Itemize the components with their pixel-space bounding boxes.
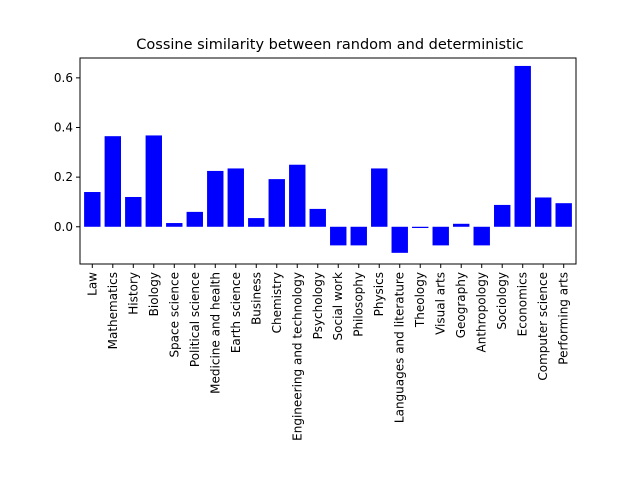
bar-medicine-and-health	[207, 170, 224, 227]
x-tick-label: History	[126, 272, 140, 315]
x-tick-label: Biology	[147, 272, 161, 316]
x-tick-label: Theology	[413, 272, 427, 328]
x-tick-label: Languages and literature	[393, 272, 407, 423]
x-tick-label: Philosophy	[352, 272, 366, 337]
bar-space-science	[166, 223, 183, 227]
x-tick-label: Engineering and technology	[290, 272, 304, 441]
x-tick-label: Economics	[516, 272, 530, 336]
bar-performing-arts	[555, 203, 572, 227]
x-tick-label: Chemistry	[270, 272, 284, 333]
x-tick-label: Physics	[372, 272, 386, 316]
x-tick-label: Social work	[331, 272, 345, 340]
bar-earth-science	[227, 168, 244, 227]
bar-economics	[514, 65, 531, 227]
bar-geography	[453, 223, 470, 227]
bar-philosophy	[350, 226, 367, 246]
x-tick-label: Medicine and health	[208, 272, 222, 394]
x-axis: Law Mathematics History Biology Space scienc…	[85, 264, 571, 441]
x-tick-label: Political science	[188, 272, 202, 367]
bar-history	[125, 196, 142, 227]
bars-group	[84, 65, 572, 253]
bar-chemistry	[268, 179, 285, 227]
chart-title: Cossine similarity between random and de…	[136, 37, 523, 53]
y-tick-label: 0.6	[54, 71, 73, 85]
x-tick-label: Visual arts	[434, 272, 448, 335]
bar-law	[84, 192, 101, 227]
y-tick-label: 0.2	[54, 170, 73, 184]
x-tick-label: Psychology	[311, 272, 325, 339]
x-tick-label: Law	[85, 272, 99, 296]
x-tick-label: Mathematics	[106, 272, 120, 349]
bar-biology	[145, 135, 162, 227]
bar-theology	[412, 226, 429, 229]
x-tick-label: Performing arts	[557, 272, 571, 365]
bar-engineering-and-technology	[289, 164, 306, 227]
x-tick-label: Sociology	[495, 272, 509, 330]
bar-sociology	[494, 204, 511, 227]
bar-visual-arts	[432, 226, 449, 246]
y-tick-label: 0.4	[54, 120, 73, 134]
bar-psychology	[309, 208, 326, 227]
x-tick-label: Earth science	[229, 272, 243, 353]
bar-mathematics	[104, 136, 121, 227]
bar-anthropology	[473, 226, 490, 246]
bar-social-work	[330, 226, 347, 246]
y-axis: 0.0 0.2 0.4 0.6	[54, 71, 80, 234]
bar-business	[248, 218, 265, 227]
x-tick-label: Business	[249, 272, 263, 325]
y-tick-label: 0.0	[54, 220, 73, 234]
bar-computer-science	[535, 197, 552, 227]
bar-political-science	[186, 211, 203, 227]
bar-languages-and-literature	[391, 226, 408, 253]
plot-frame	[79, 57, 577, 265]
bar-physics	[371, 168, 388, 227]
x-tick-label: Computer science	[536, 272, 550, 381]
x-tick-label: Space science	[167, 272, 181, 358]
x-tick-label: Geography	[454, 272, 468, 338]
x-tick-label: Anthropology	[475, 272, 489, 353]
